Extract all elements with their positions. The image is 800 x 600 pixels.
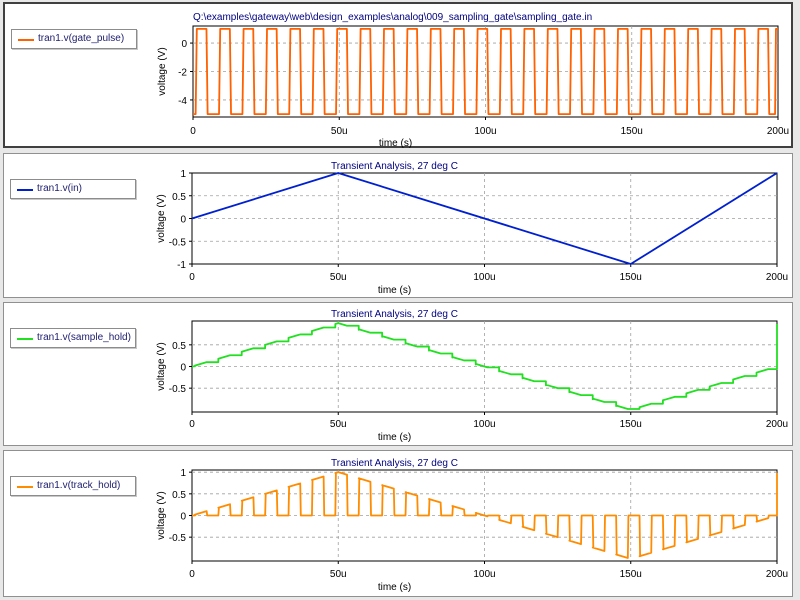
x-tick-label: 150u: [620, 272, 642, 283]
x-tick-label: 200u: [766, 569, 788, 580]
y-axis-label: voltage (V): [157, 47, 168, 95]
y-tick-label: 1: [180, 468, 186, 479]
chart-in: 0 50u 100u 150u 200u 1 0.5 0 -0.5 -1 time (s) volta…: [156, 161, 788, 296]
x-tick-label: 0: [189, 272, 195, 283]
x-tick-label: 100u: [473, 569, 495, 580]
legend-label: tran1.v(in): [37, 183, 83, 194]
x-axis-label: time (s): [378, 285, 411, 296]
x-tick-label: 100u: [473, 272, 495, 283]
x-tick-label: 100u: [474, 126, 496, 137]
y-tick-label: 0: [181, 39, 187, 50]
y-tick-label: -1: [177, 260, 186, 271]
legend-gate-pulse[interactable]: tran1.v(gate_pulse): [11, 29, 137, 49]
x-tick-label: 200u: [767, 126, 789, 137]
chart-title: Transient Analysis, 27 deg C: [331, 309, 458, 320]
x-tick-label: 50u: [330, 419, 347, 430]
legend-label: tran1.v(gate_pulse): [38, 33, 125, 44]
y-tick-label: -0.5: [169, 533, 187, 544]
x-tick-label: 50u: [330, 569, 347, 580]
x-tick-label: 150u: [621, 126, 643, 137]
legend-swatch: [17, 189, 33, 191]
plot-panel-gate-pulse[interactable]: tran1.v(gate_pulse) 0 50u 100u 150u 200u 0 -2 -…: [3, 2, 793, 149]
y-tick-label: 0.5: [172, 192, 186, 203]
series-line: [191, 172, 778, 265]
y-tick-label: -0.5: [169, 384, 187, 395]
x-axis-label: time (s): [378, 432, 411, 443]
x-tick-label: 100u: [473, 419, 495, 430]
legend-swatch: [17, 338, 33, 340]
plot-panel-in[interactable]: tran1.v(in) 0 50u 100u 150u 200u 1 0.5 0 -0.5 -1 t…: [3, 153, 793, 298]
x-axis-label: time (s): [378, 582, 411, 593]
chart-sample-hold: 0 50u 100u 150u 200u 0.5 0 -0.5 time (s) voltage …: [156, 309, 788, 443]
y-tick-label: -2: [178, 68, 187, 79]
y-tick-label: -0.5: [169, 237, 187, 248]
chart-track-hold: 0 50u 100u 150u 200u 1 0.5 0 -0.5 time (s) voltage…: [156, 458, 788, 593]
plot-panel-sample-hold[interactable]: tran1.v(sample_hold) 0 50u 100u 150u 200u 0.5…: [3, 302, 793, 446]
legend-label: tran1.v(sample_hold): [37, 332, 131, 343]
series-line: [193, 27, 778, 116]
y-tick-label: 0.5: [172, 341, 186, 352]
y-tick-label: 0: [180, 215, 186, 226]
y-axis-label: voltage (V): [156, 342, 167, 390]
y-tick-label: 0: [180, 512, 186, 523]
y-axis-label: voltage (V): [156, 491, 167, 539]
y-tick-label: 0.5: [172, 490, 186, 501]
legend-label: tran1.v(track_hold): [37, 480, 121, 491]
chart-title: Transient Analysis, 27 deg C: [331, 458, 458, 469]
y-tick-label: -4: [178, 96, 187, 107]
series-line: [192, 471, 778, 559]
x-tick-label: 0: [190, 126, 196, 137]
plot-panel-track-hold[interactable]: tran1.v(track_hold) 0 50u 100u 150u 200u 1 0.5…: [3, 450, 793, 597]
series-line: [191, 322, 778, 410]
x-tick-label: 150u: [620, 419, 642, 430]
chart-gate-pulse: 0 50u 100u 150u 200u 0 -2 -4 time (s) voltage (V)…: [157, 12, 789, 149]
legend-swatch: [17, 486, 33, 488]
x-tick-label: 200u: [766, 419, 788, 430]
chart-title: Transient Analysis, 27 deg C: [331, 161, 458, 172]
x-tick-label: 200u: [766, 272, 788, 283]
y-tick-label: 1: [180, 169, 186, 180]
x-tick-label: 0: [189, 569, 195, 580]
legend-track-hold[interactable]: tran1.v(track_hold): [10, 476, 136, 496]
y-tick-label: 0: [180, 363, 186, 374]
x-tick-label: 150u: [620, 569, 642, 580]
y-axis-label: voltage (V): [156, 194, 167, 242]
x-tick-label: 50u: [330, 272, 347, 283]
legend-swatch: [18, 39, 34, 41]
x-tick-label: 50u: [331, 126, 348, 137]
x-axis-label: time (s): [379, 138, 412, 149]
legend-sample-hold[interactable]: tran1.v(sample_hold): [10, 328, 136, 348]
legend-in[interactable]: tran1.v(in): [10, 179, 136, 199]
x-tick-label: 0: [189, 419, 195, 430]
chart-title: Q:\examples\gateway\web\design_examples\…: [193, 12, 592, 23]
